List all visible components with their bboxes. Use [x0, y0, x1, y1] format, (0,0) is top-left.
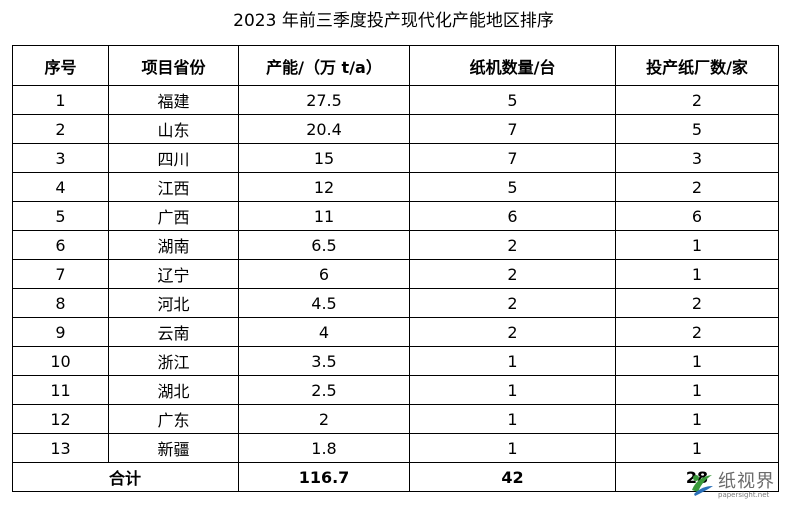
cell-mills: 2 [615, 317, 779, 347]
cell-capacity: 27.5 [238, 85, 410, 115]
table-row: 6 湖南 6.5 2 1 [12, 230, 779, 260]
cell-index: 3 [12, 143, 109, 173]
cell-mills: 1 [615, 433, 779, 463]
cell-machines: 2 [409, 288, 616, 318]
watermark: 纸视界 papersight.net [688, 466, 784, 502]
capacity-ranking-table: 序号 项目省份 产能/（万 t/a） 纸机数量/台 投产纸厂数/家 1 福建 2… [12, 45, 779, 492]
cell-machines: 2 [409, 230, 616, 260]
cell-mills: 1 [615, 404, 779, 434]
cell-mills: 1 [615, 230, 779, 260]
table-row: 7 辽宁 6 2 1 [12, 259, 779, 289]
table-row: 8 河北 4.5 2 2 [12, 288, 779, 318]
cell-province: 河北 [108, 288, 239, 318]
cell-index: 1 [12, 85, 109, 115]
total-row: 合计 116.7 42 28 [12, 462, 779, 492]
cell-machines: 1 [409, 433, 616, 463]
cell-province: 广东 [108, 404, 239, 434]
cell-index: 5 [12, 201, 109, 231]
cell-machines: 1 [409, 404, 616, 434]
header-mills: 投产纸厂数/家 [615, 45, 779, 86]
cell-capacity: 6.5 [238, 230, 410, 260]
cell-capacity: 15 [238, 143, 410, 173]
cell-mills: 1 [615, 375, 779, 405]
header-machines: 纸机数量/台 [409, 45, 616, 86]
cell-index: 9 [12, 317, 109, 347]
cell-province: 山东 [108, 114, 239, 144]
cell-capacity: 3.5 [238, 346, 410, 376]
cell-capacity: 2 [238, 404, 410, 434]
table-row: 11 湖北 2.5 1 1 [12, 375, 779, 405]
cell-mills: 1 [615, 259, 779, 289]
cell-index: 8 [12, 288, 109, 318]
cell-province: 辽宁 [108, 259, 239, 289]
cell-capacity: 1.8 [238, 433, 410, 463]
cell-machines: 1 [409, 346, 616, 376]
cell-province: 湖北 [108, 375, 239, 405]
cell-index: 13 [12, 433, 109, 463]
table-row: 9 云南 4 2 2 [12, 317, 779, 347]
cell-province: 广西 [108, 201, 239, 231]
cell-mills: 2 [615, 288, 779, 318]
cell-province: 四川 [108, 143, 239, 173]
cell-capacity: 4.5 [238, 288, 410, 318]
table-row: 12 广东 2 1 1 [12, 404, 779, 434]
header-capacity: 产能/（万 t/a） [238, 45, 410, 86]
cell-machines: 5 [409, 85, 616, 115]
cell-machines: 7 [409, 143, 616, 173]
papersight-logo-icon [692, 475, 713, 496]
cell-capacity: 2.5 [238, 375, 410, 405]
cell-machines: 2 [409, 259, 616, 289]
cell-capacity: 4 [238, 317, 410, 347]
cell-capacity: 6 [238, 259, 410, 289]
watermark-url: papersight.net [718, 491, 770, 499]
table-row: 3 四川 15 7 3 [12, 143, 779, 173]
cell-index: 12 [12, 404, 109, 434]
total-label: 合计 [12, 462, 239, 492]
cell-index: 10 [12, 346, 109, 376]
cell-mills: 5 [615, 114, 779, 144]
table-row: 5 广西 11 6 6 [12, 201, 779, 231]
cell-index: 7 [12, 259, 109, 289]
cell-machines: 6 [409, 201, 616, 231]
cell-capacity: 11 [238, 201, 410, 231]
cell-machines: 7 [409, 114, 616, 144]
watermark-text: 纸视界 [718, 471, 775, 492]
table-title: 2023 年前三季度投产现代化产能地区排序 [233, 11, 554, 31]
cell-capacity: 20.4 [238, 114, 410, 144]
cell-index: 2 [12, 114, 109, 144]
cell-province: 福建 [108, 85, 239, 115]
cell-index: 11 [12, 375, 109, 405]
header-province: 项目省份 [108, 45, 239, 86]
cell-province: 湖南 [108, 230, 239, 260]
cell-mills: 2 [615, 172, 779, 202]
header-index: 序号 [12, 45, 109, 86]
cell-machines: 1 [409, 375, 616, 405]
cell-machines: 2 [409, 317, 616, 347]
cell-mills: 3 [615, 143, 779, 173]
header-row: 序号 项目省份 产能/（万 t/a） 纸机数量/台 投产纸厂数/家 [12, 45, 779, 86]
cell-capacity: 12 [238, 172, 410, 202]
table-row: 10 浙江 3.5 1 1 [12, 346, 779, 376]
cell-index: 4 [12, 172, 109, 202]
cell-mills: 2 [615, 85, 779, 115]
cell-province: 新疆 [108, 433, 239, 463]
table-row: 2 山东 20.4 7 5 [12, 114, 779, 144]
cell-mills: 6 [615, 201, 779, 231]
cell-province: 江西 [108, 172, 239, 202]
cell-mills: 1 [615, 346, 779, 376]
cell-index: 6 [12, 230, 109, 260]
total-capacity: 116.7 [238, 462, 410, 492]
table-row: 13 新疆 1.8 1 1 [12, 433, 779, 463]
cell-machines: 5 [409, 172, 616, 202]
total-machines: 42 [409, 462, 616, 492]
table-row: 4 江西 12 5 2 [12, 172, 779, 202]
table-row: 1 福建 27.5 5 2 [12, 85, 779, 115]
cell-province: 云南 [108, 317, 239, 347]
cell-province: 浙江 [108, 346, 239, 376]
